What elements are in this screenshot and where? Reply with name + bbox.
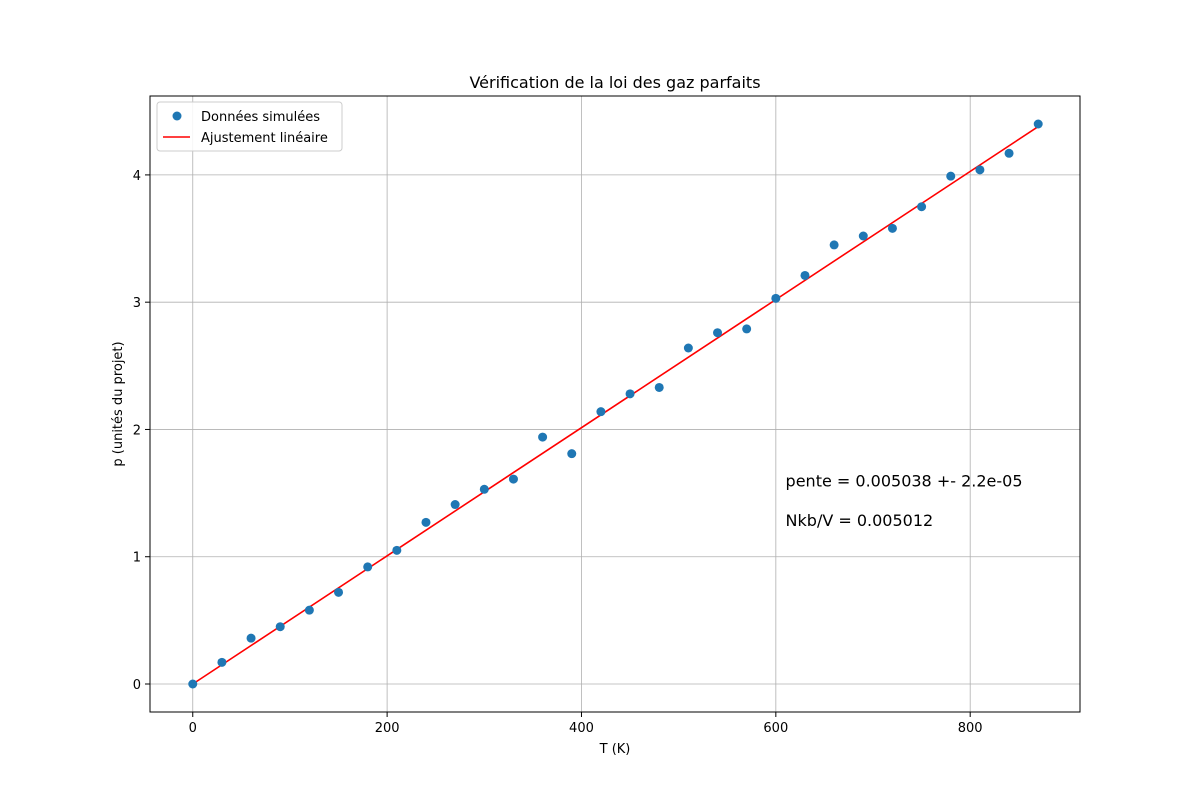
y-tick-label: 0 [133,678,141,693]
y-tick-label: 2 [133,423,141,438]
data-point [508,474,518,484]
y-tick-label: 4 [133,169,141,184]
x-tick-label: 400 [569,721,594,736]
data-point [246,633,256,643]
data-point [334,587,344,597]
data-point [800,270,810,280]
data-point [188,679,198,689]
legend-label: Ajustement linéaire [201,131,328,146]
fit-line [192,125,1039,685]
x-tick-label: 600 [763,721,788,736]
data-point [217,657,227,667]
legend-marker [172,111,182,121]
data-point [275,622,285,632]
data-point [946,171,956,181]
data-point [683,343,693,353]
data-point [654,382,664,392]
data-point [625,389,635,399]
fit-line-layer [192,125,1039,685]
data-point [392,545,402,555]
x-axis-label: T (K) [599,742,631,757]
legend-box [156,101,343,152]
y-tick-label: 3 [133,296,141,311]
data-point [713,328,723,338]
data-point [887,223,897,233]
y-tick-label: 1 [133,551,141,566]
data-point [1033,119,1043,129]
grid-layer [150,96,1080,712]
plot-frame [149,95,1081,713]
legend-label: Données simulées [201,110,320,125]
data-point [1004,148,1014,158]
data-point [450,500,460,510]
data-point [538,432,548,442]
data-point [858,231,868,241]
data-point [421,517,431,527]
data-point [829,240,839,250]
annotation-text: pente = 0.005038 +- 2.2e-05 [786,471,1023,490]
data-point [363,562,373,572]
data-point [975,165,985,175]
data-point [771,293,781,303]
x-tick-label: 0 [189,721,197,736]
data-point [917,202,927,212]
x-tick-label: 800 [958,721,983,736]
data-point [304,605,314,615]
x-tick-label: 200 [375,721,400,736]
data-point [596,407,606,417]
data-points-layer [188,119,1043,689]
data-point [479,484,489,494]
y-axis-label: p (unités du projet) [111,341,126,466]
data-point [742,324,752,334]
chart-title: Vérification de la loi des gaz parfaits [469,73,760,92]
legend: Données simulées Ajustement linéaire [156,101,343,152]
data-point [567,449,577,459]
annotation-text: Nkb/V = 0.005012 [786,511,934,530]
annotation-layer: pente = 0.005038 +- 2.2e-05 Nkb/V = 0.005… [786,471,1023,529]
tick-layer: 0 200 400 600 800 0 1 2 3 4 [133,169,983,736]
